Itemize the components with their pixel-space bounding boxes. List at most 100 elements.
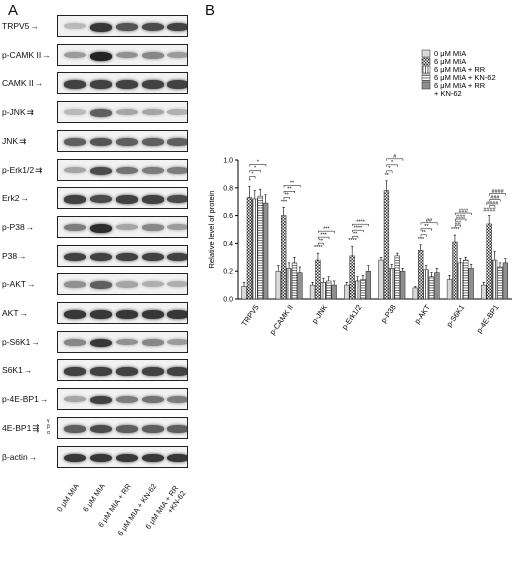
bar (344, 284, 350, 300)
blot-strip (57, 273, 188, 296)
bar (468, 268, 474, 300)
blot-band (142, 367, 164, 376)
x-tick-label: p-CAMK II (268, 303, 295, 336)
bar (428, 276, 435, 300)
blot-strip (57, 359, 188, 382)
blot-band (64, 23, 86, 29)
significance-mark: ## (455, 220, 462, 226)
bar (320, 282, 326, 300)
blot-band (90, 338, 112, 348)
bar (354, 280, 361, 300)
blot-band (167, 367, 187, 376)
bar (257, 195, 263, 300)
blot-band (142, 310, 164, 319)
blot-band (64, 80, 86, 89)
bar (252, 198, 258, 300)
blot-band (64, 166, 86, 173)
blot-band (167, 223, 187, 231)
blot-band (90, 137, 112, 146)
bar (297, 272, 303, 300)
blot-band (90, 109, 112, 117)
blot-band (116, 51, 138, 59)
significance-bracket (454, 218, 467, 222)
blot-band (64, 195, 86, 204)
blot-label-erk2: Erk2→ (2, 193, 29, 204)
x-tick-label: p-AKT (412, 303, 432, 326)
blot-label-s6k1: S6K1→ (2, 365, 33, 376)
blot-band (116, 195, 138, 204)
blot-strip (57, 445, 188, 468)
blot-band (116, 338, 138, 346)
significance-mark: **** (354, 225, 363, 231)
significance-mark: #### (486, 201, 499, 207)
blot-band (116, 453, 138, 463)
blot-band (142, 195, 164, 204)
blot-label-p-camk-ii: p-CAMK II→ (2, 49, 51, 60)
bar (497, 266, 503, 300)
blot-band (167, 80, 187, 89)
legend-label: 6 μM MIA + RR (434, 65, 486, 74)
blot-band (167, 252, 187, 261)
blot-band (64, 223, 86, 232)
bar (423, 269, 429, 300)
blot-band (116, 80, 138, 89)
significance-mark: *** (323, 226, 330, 232)
bar (241, 286, 247, 300)
blot-strip (57, 15, 188, 37)
significance-mark: **** (314, 245, 323, 251)
blot-band (142, 137, 164, 146)
blot-band (167, 424, 187, 433)
blot-strip (57, 129, 188, 152)
x-tick-label: p-JNK (310, 303, 329, 325)
blot-band (142, 80, 164, 89)
blot-band (167, 310, 187, 319)
bar (418, 250, 424, 300)
blot-strip (57, 158, 188, 181)
bar (246, 197, 253, 300)
x-tick-label: p-S6K1 (445, 303, 467, 329)
blot-strip (57, 101, 188, 124)
significance-mark: ** (319, 238, 324, 244)
significance-mark: * (249, 178, 252, 184)
blot-band (116, 109, 138, 116)
significance-mark: ## (426, 218, 433, 224)
bar (349, 255, 355, 300)
bar (446, 279, 453, 300)
significance-bracket (454, 224, 461, 228)
bar (309, 284, 316, 300)
bar (463, 259, 469, 300)
blot-band (64, 109, 86, 116)
x-tick-label: TRPV5 (240, 303, 261, 328)
blot-label-p-4e-bp1: p-4E-BP1→ (2, 394, 49, 405)
blot-strip (57, 244, 188, 267)
blot-band (64, 453, 86, 463)
legend-label: 6 μM MIA + RR (434, 81, 486, 90)
blot-band (142, 166, 164, 174)
significance-bracket (386, 164, 398, 167)
blot-band (116, 223, 138, 231)
blot-band (90, 310, 112, 319)
blot-band (64, 367, 86, 376)
blot-band (64, 137, 86, 146)
blot-strip (57, 215, 188, 238)
panel-a-label: A (8, 2, 19, 19)
blot-label-p38: P38→ (2, 250, 27, 261)
blot-band (64, 281, 86, 289)
blot-band (90, 223, 112, 233)
bar-chart: 0.0 0.2 0.4 0.6 0.8 1.0 Relative level of prot… (207, 49, 512, 336)
blot-band (142, 252, 164, 261)
blot-strip (57, 187, 188, 210)
blot-band (64, 252, 86, 261)
y-tick-label: 1.0 (223, 158, 233, 165)
bar (281, 215, 287, 300)
blot-band (142, 338, 164, 346)
blot-band (167, 338, 187, 346)
legend-swatch (421, 73, 431, 82)
significance-bracket (420, 234, 427, 237)
blot-band (142, 453, 164, 463)
blot-band (90, 367, 112, 376)
significance-bracket (249, 170, 261, 173)
blot-band (64, 424, 86, 433)
blot-label-p-erk1-2: p-Erk1/2⇉ (2, 164, 43, 175)
